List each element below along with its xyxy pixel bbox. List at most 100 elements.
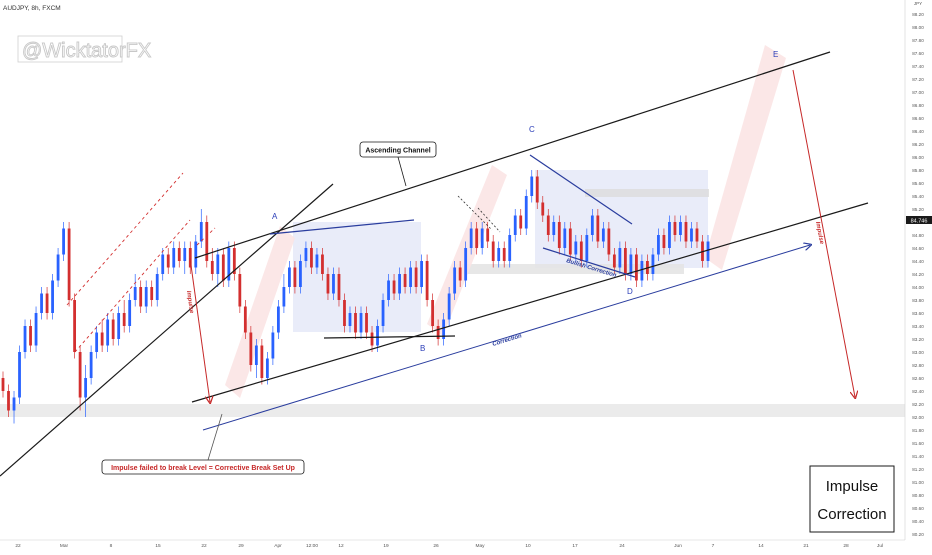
candle-bull [18,345,21,404]
wave-labels: A B C D E [272,50,778,353]
candle-bull [51,274,54,320]
watermark-text: @WicktatorFX [22,40,151,62]
candle-bull [508,228,512,268]
candle-bear [243,300,247,339]
candle-bull [155,267,159,307]
candle-bull [651,248,655,281]
time-tick-label: 15 [155,543,161,549]
correction-label: Correction [492,333,523,348]
price-tick-label: 81.60 [912,441,924,446]
price-tick-label: 81.80 [912,428,924,433]
price-tick-label: 88.20 [912,12,924,17]
candle-bear [695,222,699,248]
candle-bull [706,235,710,268]
grey-bar-1 [452,264,684,274]
price-tick-label: 86.80 [912,103,924,108]
candle-bear [475,222,479,255]
price-axis[interactable]: JPY [904,0,932,540]
candle-bull [216,248,220,287]
dashed-black-line-1 [457,195,493,231]
price-tick-label: 84.20 [912,272,924,277]
impulse-arrow-right[interactable] [792,69,855,397]
price-tick-label: 83.00 [912,350,924,355]
time-tick-label: 29 [238,543,244,549]
candle-bull [299,254,302,294]
candle-bull [447,287,451,326]
candle-bear [662,228,666,255]
price-ticks: 88.20 88.00 87.80 87.60 87.40 87.20 87.00 86.80… [912,12,924,537]
price-tick-label: 84.80 [912,233,924,238]
price-tick-label: 86.00 [912,155,924,160]
candle-bear [519,209,523,235]
time-tick-label: 10 [525,543,531,549]
price-tick-label: 85.60 [912,181,924,186]
current-price-value: 84.746 [911,218,928,224]
candle-bull [276,300,280,339]
cd-support-line[interactable] [542,247,636,278]
candle-bull [183,241,187,274]
candle-bear [486,222,490,248]
candle-bear [177,241,181,268]
impulse-arrow-left[interactable] [189,257,210,402]
candle-bear [546,209,550,242]
dashed-red-line-2 [74,219,191,353]
candle-bull [106,313,110,352]
candle-bear [326,267,330,300]
price-tick-label: 82.00 [912,415,924,420]
ab-resistance-line[interactable] [269,219,415,235]
impulse-label-left: Impulse [185,290,194,314]
candle-bear [293,261,297,294]
candle-bull [657,228,660,261]
price-tick-label: 83.60 [912,311,924,316]
price-tick-label: 88.00 [912,25,924,30]
candle-bear [67,222,71,307]
channel-upper-line[interactable] [194,51,831,259]
candle-bear [232,241,236,281]
range-box-1 [293,222,421,332]
candle-bull [590,209,594,242]
grey-bar-2 [585,189,709,197]
candle-bull [144,280,148,313]
time-tick-label: 24 [619,543,625,549]
channel-lower-line[interactable] [191,202,869,403]
candle-bear [343,293,346,333]
candle-bear [210,248,214,281]
candle-bull [453,261,457,300]
time-tick-label: 19 [383,543,389,549]
candle-bull [265,352,269,385]
candle-bull [601,222,605,248]
correction-arrow-line[interactable] [202,245,810,431]
price-tick-label: 86.60 [912,116,924,121]
price-tick-label: 84.00 [912,285,924,290]
price-tick-label: 86.40 [912,129,924,134]
candle-bull [480,222,484,255]
failed-break-callout[interactable]: Impulse failed to break Level = Correcti… [101,459,305,475]
candle-bull [574,235,578,261]
candle-bull [464,241,468,287]
price-tick-label: 85.20 [912,207,924,212]
candle-bull [359,306,363,339]
time-axis[interactable] [0,539,932,550]
price-tick-label: 84.40 [912,259,924,264]
ab-support-line[interactable] [323,335,456,339]
candle-bear [111,313,115,346]
candle-bull [34,306,38,352]
candle-bull [199,209,203,248]
candle-bull [332,267,335,300]
watermark-frame [17,35,123,63]
price-tick-label: 83.40 [912,324,924,329]
candle-bear [78,345,82,411]
time-tick-label: 21 [803,543,809,549]
candle-bull [668,215,671,255]
candle-bull [161,248,165,281]
candle-bear [321,248,324,281]
current-price-tag: 84.746 [906,216,932,224]
ascending-channel-callout[interactable]: Ascending Channel [359,141,437,158]
candle-bull [420,254,423,294]
steep-trendline[interactable] [0,183,334,477]
candle-bull [271,326,275,365]
cd-resistance-line[interactable] [529,154,633,225]
price-tick-label: 81.40 [912,454,924,459]
